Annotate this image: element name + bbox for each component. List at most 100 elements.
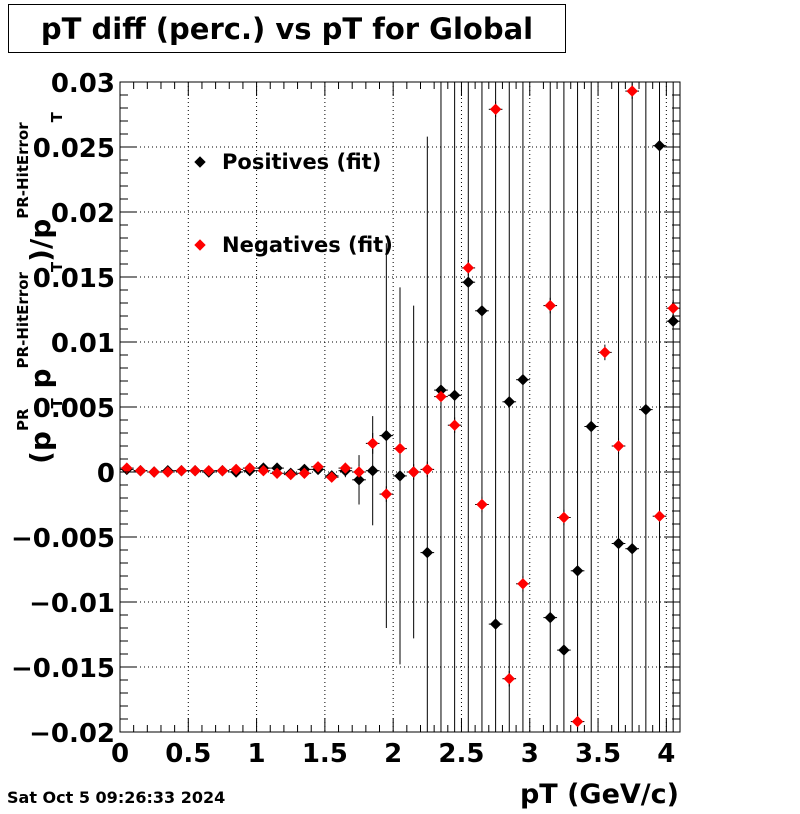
x-tick-label: 4 — [657, 739, 675, 769]
y-label-close: )/p — [24, 218, 57, 262]
data-point-negative — [435, 390, 447, 403]
data-markers — [121, 85, 679, 728]
y-tick-label: 0 — [97, 459, 115, 489]
data-point-positive — [653, 139, 666, 152]
data-point-negative — [148, 466, 160, 478]
y-tick-label: 0.015 — [33, 264, 115, 294]
data-point-positive — [421, 546, 434, 559]
data-point-negative — [271, 467, 283, 480]
data-point-positive — [380, 429, 393, 442]
data-point-negative — [544, 299, 556, 312]
data-point-negative — [121, 462, 133, 474]
x-axis-label: pT (GeV/c) — [519, 779, 679, 810]
chart-title: pT diff (perc.) vs pT for Global — [8, 4, 566, 53]
data-point-positive — [476, 305, 488, 317]
data-point-positive — [585, 420, 597, 433]
data-point-positive — [448, 389, 461, 402]
legend-markers — [194, 156, 206, 251]
y-label-sub3: T — [48, 112, 66, 123]
legend-marker-positives — [194, 156, 206, 168]
data-point-positive — [462, 276, 474, 288]
x-tick-label: 0 — [111, 739, 129, 769]
data-point-positive — [667, 315, 679, 327]
data-point-positive — [489, 618, 502, 630]
timestamp: Sat Oct 5 09:26:33 2024 — [7, 788, 226, 807]
data-point-negative — [326, 471, 338, 483]
x-tick-label: 3.5 — [575, 739, 621, 769]
data-point-negative — [421, 463, 434, 476]
y-tick-label: 0.02 — [51, 199, 115, 229]
data-point-negative — [134, 464, 147, 477]
y-tick-label: 0.03 — [51, 69, 115, 99]
data-point-negative — [489, 103, 502, 116]
data-point-positive — [544, 611, 556, 624]
data-point-negative — [380, 488, 393, 500]
data-point-negative — [476, 498, 488, 511]
y-axis-label: (pPRT pPR-HitErrorT)/pPR-HitErrorT — [14, 112, 66, 464]
y-tick-label: −0.02 — [29, 719, 115, 749]
y-label-sub1: T — [48, 398, 66, 409]
data-point-negative — [462, 262, 474, 274]
x-tick-label: 2 — [384, 739, 402, 769]
data-point-negative — [407, 466, 420, 478]
data-point-negative — [599, 346, 611, 359]
data-point-negative — [230, 463, 242, 476]
y-tick-label: 0.005 — [33, 394, 115, 424]
data-point-negative — [653, 510, 666, 522]
x-tick-label: 1.5 — [302, 739, 348, 769]
data-point-negative — [626, 85, 638, 97]
data-point-negative — [339, 462, 352, 474]
data-point-positive — [640, 403, 652, 416]
data-point-negative — [353, 466, 365, 478]
data-point-negative — [298, 467, 311, 480]
y-label-minus: p — [24, 368, 57, 399]
data-point-negative — [558, 511, 570, 524]
data-point-negative — [366, 437, 379, 450]
data-point-negative — [312, 461, 324, 473]
legend-label-positives: Positives (fit) — [222, 150, 382, 174]
y-label-sup2: PR-HitError — [14, 272, 32, 369]
data-point-positive — [612, 537, 625, 550]
y-tick-label: −0.015 — [11, 654, 115, 684]
data-point-negative — [517, 578, 529, 590]
data-point-negative — [448, 419, 461, 431]
y-tick-label: 0.01 — [51, 329, 115, 359]
y-tick-label: −0.01 — [29, 589, 115, 619]
data-point-negative — [667, 302, 679, 314]
y-label-sup1: PR — [14, 408, 32, 432]
y-label-sub2: T — [48, 261, 66, 273]
data-point-negative — [203, 464, 215, 477]
data-point-negative — [216, 464, 229, 477]
data-point-positive — [517, 373, 529, 386]
data-point-positive — [626, 542, 638, 555]
legend-marker-negatives — [194, 239, 206, 251]
data-point-negative — [612, 440, 625, 452]
x-tick-label: 2.5 — [438, 739, 484, 769]
data-point-negative — [189, 464, 201, 477]
data-point-negative — [175, 464, 188, 477]
data-point-negative — [285, 468, 297, 481]
axis-ticks — [119, 81, 680, 733]
data-point-positive — [558, 644, 570, 656]
legend-label-negatives: Negatives (fit) — [222, 233, 393, 257]
data-point-negative — [244, 462, 256, 474]
data-point-positive — [366, 464, 379, 477]
data-point-negative — [394, 442, 406, 455]
y-tick-label: 0.025 — [33, 134, 115, 164]
data-point-negative — [162, 466, 174, 478]
x-tick-label: 0.5 — [165, 739, 211, 769]
data-point-negative — [257, 464, 270, 477]
x-tick-label: 1 — [248, 739, 266, 769]
tick-labels: 0 0.5 1 1.5 2 2.5 3 3.5 4 0.03 0.025 0.02 0.015 0.01 0… — [11, 69, 675, 769]
y-tick-label: −0.005 — [11, 524, 115, 554]
data-point-positive — [503, 396, 515, 408]
y-label-sup3: PR-HitError — [14, 122, 32, 219]
y-label-open: (p — [24, 431, 57, 464]
data-point-positive — [353, 474, 365, 486]
data-point-negative — [503, 672, 515, 685]
data-point-negative — [571, 715, 584, 728]
data-point-positive — [571, 565, 584, 577]
data-point-positive — [394, 470, 406, 482]
x-tick-label: 3 — [521, 739, 539, 769]
